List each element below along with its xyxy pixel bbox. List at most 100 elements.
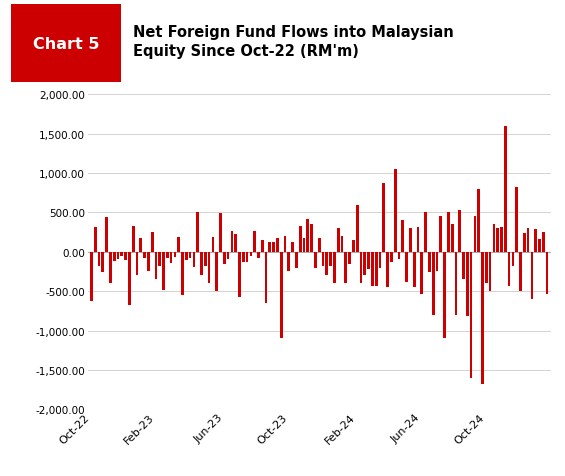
Bar: [173, 252, 176, 257]
Bar: [508, 252, 510, 286]
Bar: [386, 252, 389, 288]
Bar: [200, 252, 203, 275]
Bar: [253, 231, 256, 252]
Bar: [314, 252, 317, 269]
Bar: [485, 252, 488, 284]
Bar: [416, 227, 419, 252]
Bar: [128, 252, 131, 306]
Bar: [527, 229, 529, 252]
Bar: [500, 227, 503, 252]
Bar: [405, 252, 408, 282]
Bar: [515, 188, 518, 252]
Bar: [109, 252, 112, 284]
Bar: [321, 252, 324, 267]
Bar: [268, 242, 271, 252]
Bar: [166, 252, 169, 258]
Bar: [345, 252, 347, 284]
Bar: [519, 252, 522, 291]
Bar: [303, 239, 306, 252]
Bar: [325, 252, 328, 276]
FancyBboxPatch shape: [11, 5, 121, 83]
Bar: [306, 219, 309, 252]
Bar: [390, 252, 393, 262]
Bar: [443, 252, 446, 339]
Bar: [538, 240, 541, 252]
Bar: [341, 237, 344, 252]
Bar: [424, 212, 427, 252]
Bar: [462, 252, 465, 280]
Bar: [367, 252, 370, 269]
Bar: [356, 205, 359, 252]
Bar: [120, 252, 123, 256]
Bar: [523, 233, 525, 252]
Bar: [223, 252, 225, 264]
Bar: [398, 252, 401, 259]
Bar: [295, 252, 298, 268]
Bar: [231, 231, 233, 252]
Bar: [333, 252, 336, 284]
Bar: [98, 252, 101, 267]
Bar: [238, 252, 241, 298]
Bar: [493, 225, 496, 252]
Bar: [105, 218, 108, 252]
Bar: [531, 252, 533, 299]
Bar: [204, 252, 207, 267]
Bar: [257, 252, 260, 258]
Bar: [280, 252, 282, 339]
Bar: [116, 252, 119, 259]
Text: Chart 5: Chart 5: [33, 37, 99, 51]
Bar: [436, 252, 438, 272]
Bar: [288, 252, 290, 272]
Bar: [375, 252, 377, 286]
Bar: [94, 228, 97, 252]
Bar: [177, 238, 180, 252]
Bar: [143, 252, 146, 258]
Bar: [250, 252, 252, 256]
Bar: [261, 240, 264, 252]
Bar: [318, 238, 320, 252]
Bar: [394, 170, 397, 252]
Bar: [477, 189, 480, 252]
Bar: [211, 238, 214, 252]
Bar: [299, 227, 302, 252]
Bar: [155, 252, 157, 280]
Bar: [542, 233, 545, 252]
Bar: [337, 229, 340, 252]
Bar: [310, 225, 313, 252]
Bar: [242, 252, 245, 262]
Bar: [496, 229, 499, 252]
Bar: [352, 240, 355, 252]
Bar: [264, 252, 267, 303]
Bar: [158, 252, 161, 267]
Bar: [219, 214, 222, 252]
Bar: [511, 252, 514, 267]
Bar: [162, 252, 165, 290]
Bar: [193, 252, 195, 267]
Bar: [371, 252, 374, 286]
Bar: [132, 227, 134, 252]
Bar: [90, 252, 93, 301]
Bar: [151, 233, 154, 252]
Bar: [292, 242, 294, 252]
Bar: [284, 237, 286, 252]
Bar: [329, 252, 332, 267]
Bar: [272, 242, 275, 252]
Bar: [432, 252, 434, 315]
Bar: [420, 252, 423, 295]
Bar: [409, 229, 412, 252]
Bar: [234, 235, 237, 252]
Bar: [546, 252, 549, 295]
Bar: [276, 239, 279, 252]
Bar: [473, 217, 476, 252]
Bar: [189, 252, 192, 258]
Bar: [208, 252, 211, 284]
Bar: [401, 221, 404, 252]
Bar: [227, 252, 229, 259]
Bar: [379, 252, 381, 268]
Bar: [196, 213, 199, 252]
Bar: [413, 252, 415, 288]
Bar: [124, 252, 127, 261]
Bar: [481, 252, 484, 384]
Text: Net Foreign Fund Flows into Malaysian
Equity Since Oct-22 (RM'm): Net Foreign Fund Flows into Malaysian Eq…: [133, 25, 454, 60]
Bar: [363, 252, 366, 276]
